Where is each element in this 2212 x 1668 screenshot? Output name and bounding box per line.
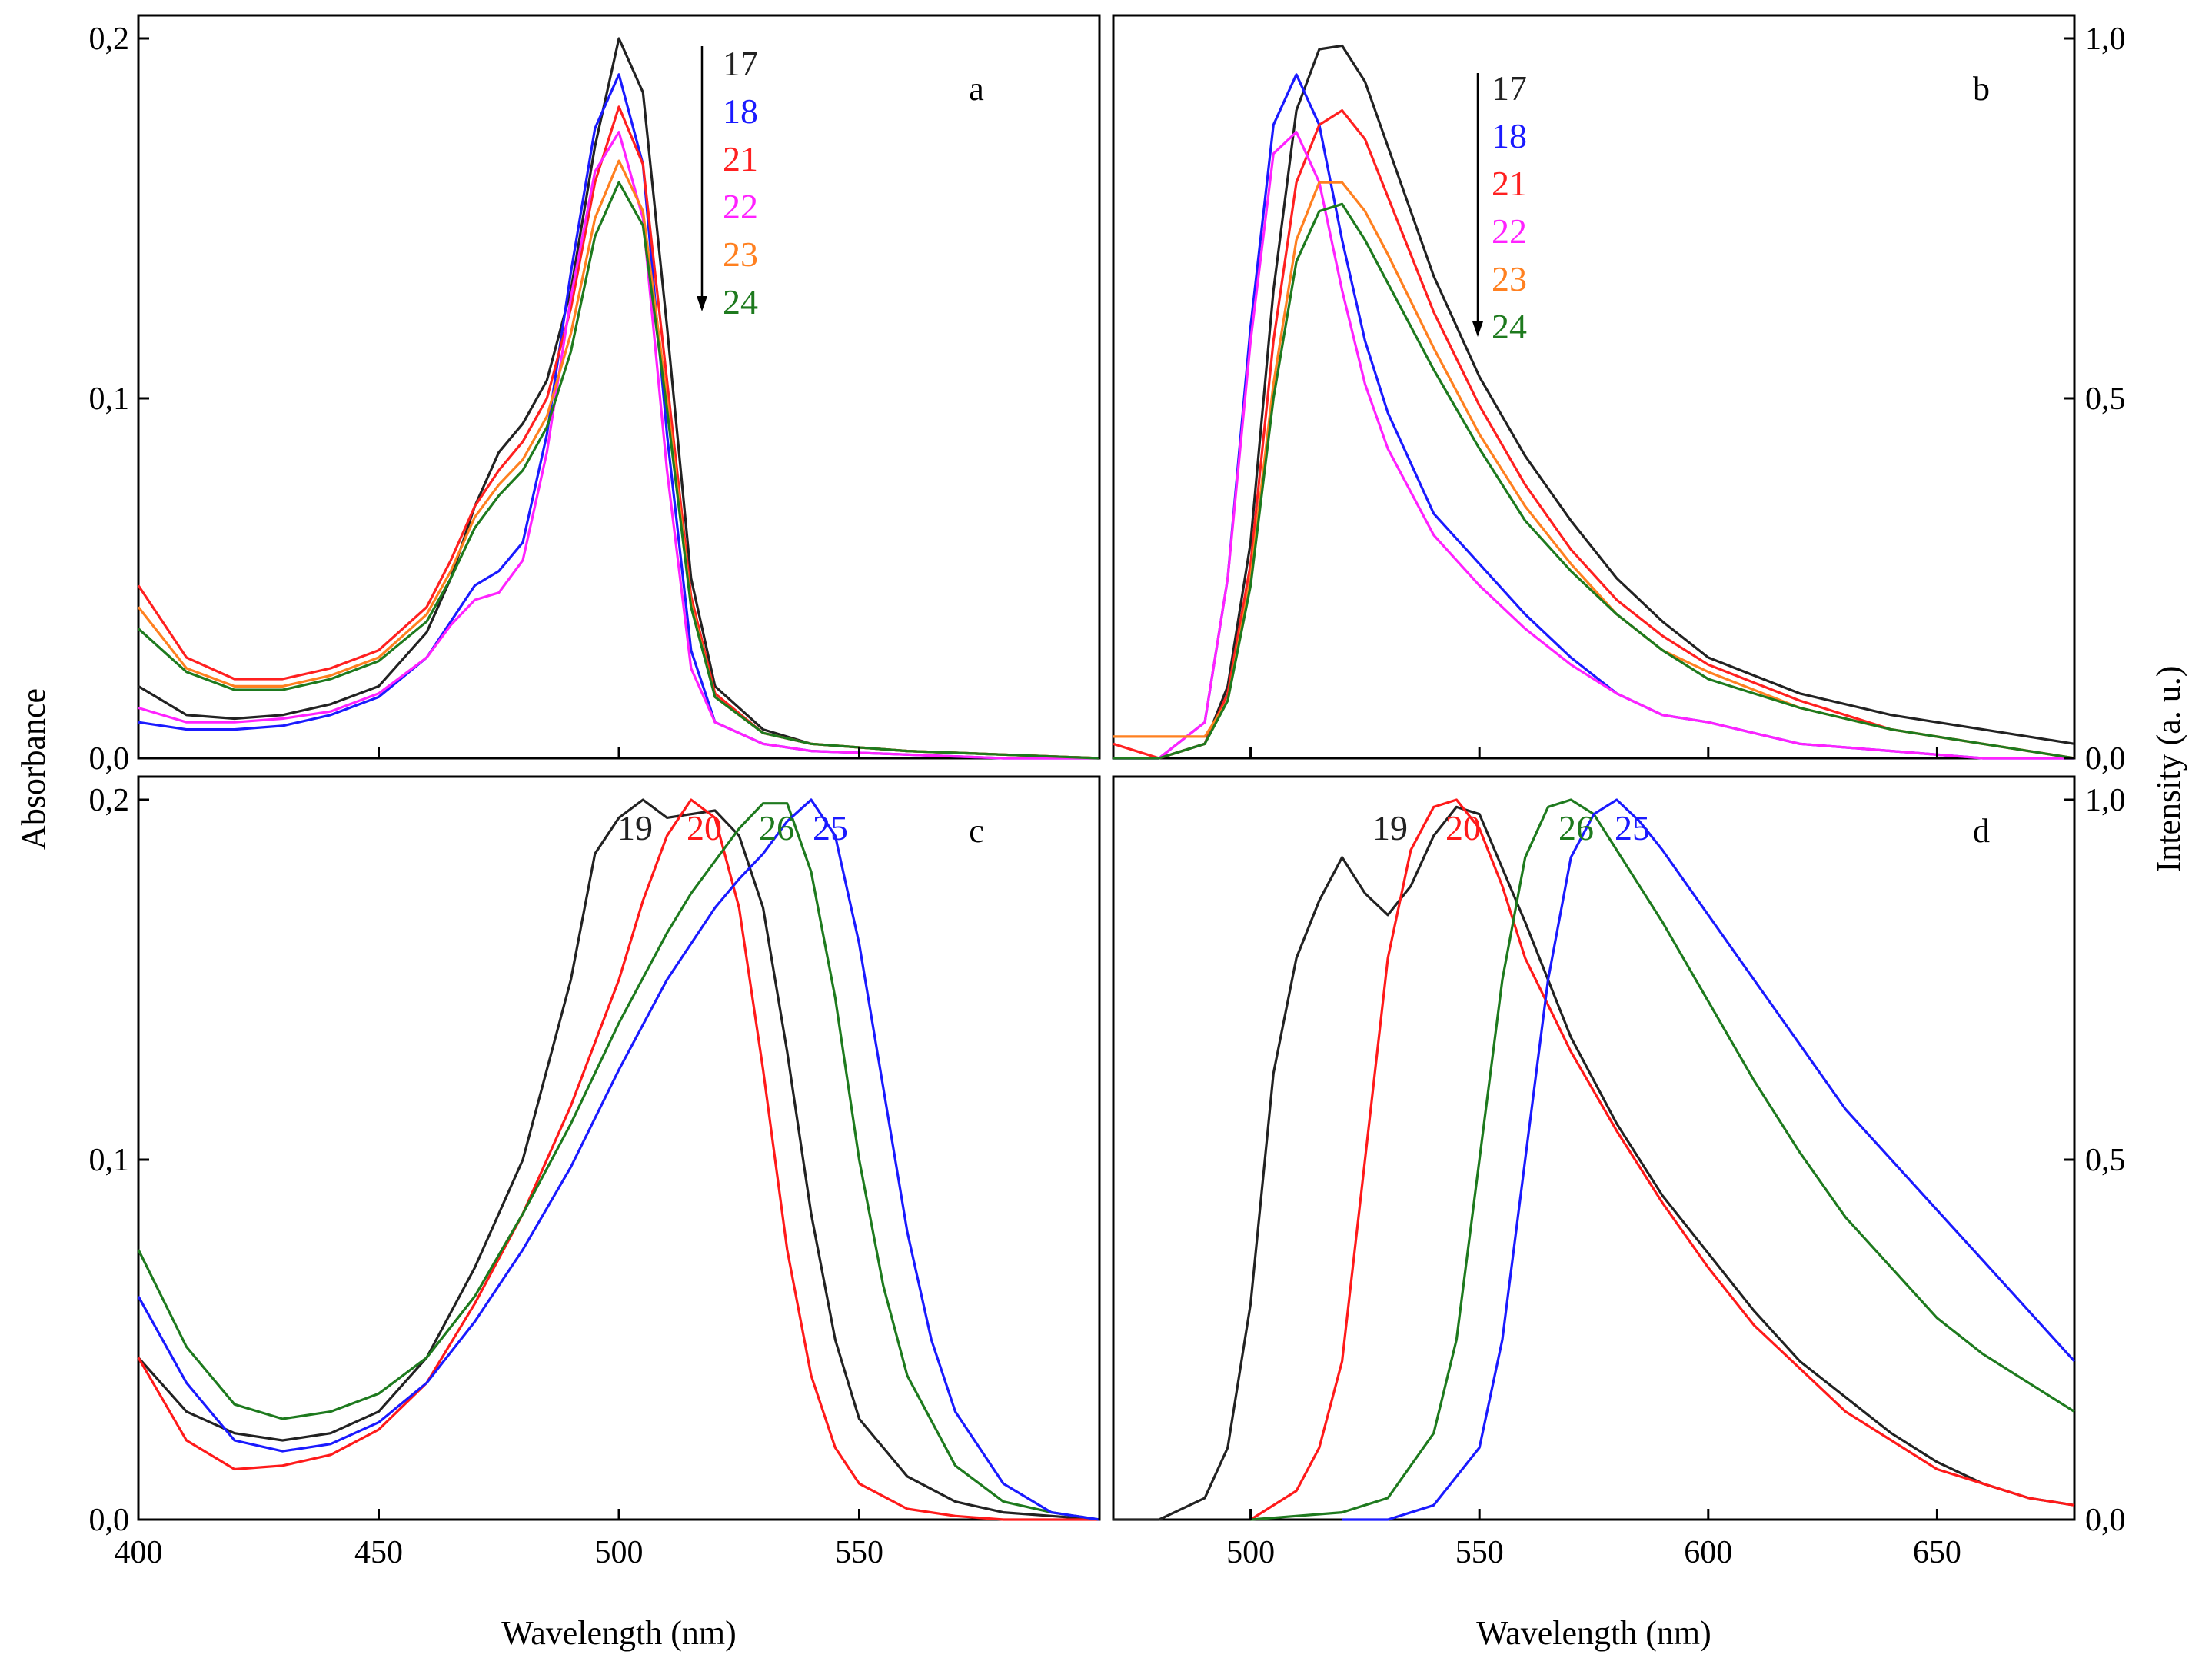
panel-d-series-20-line xyxy=(1249,798,2075,1521)
panel-c: 0,0 0,1 0,2 400 450 500 550 c 19 20 26 25 xyxy=(89,775,1101,1570)
panel-c-series-20-line xyxy=(137,798,1099,1521)
panel-a-curves xyxy=(137,37,1100,760)
panel-b-ytick-label: 0,5 xyxy=(2085,381,2126,417)
panel-a: 0,0 0,1 0,2 a 17 18 21 22 23 24 xyxy=(89,14,1101,777)
panel-c-peak-label-25: 25 xyxy=(813,808,848,847)
panel-d-peak-label-25: 25 xyxy=(1615,808,1650,847)
panel-c-series-26-line xyxy=(137,802,1100,1521)
panel-a-series-24-line xyxy=(137,181,1100,760)
panel-a-legend-entry-22: 22 xyxy=(723,187,758,226)
panel-b-legend: 17 18 21 22 23 24 xyxy=(1492,68,1527,346)
panel-a-ytick-label: 0,2 xyxy=(89,22,130,57)
panel-d-series-25-line xyxy=(1342,798,2076,1521)
panel-a-ytick-label: 0,1 xyxy=(89,381,130,417)
panel-a-legend-entry-21: 21 xyxy=(723,139,758,178)
panel-d-series-19-line xyxy=(1113,805,2075,1521)
panel-b: 0,0 0,5 1,0 b 17 18 21 22 23 24 xyxy=(1112,14,2126,777)
panel-a-legend: 17 18 21 22 23 24 xyxy=(723,44,758,321)
panel-d-peak-label-26: 26 xyxy=(1558,808,1594,847)
panel-b-ytick-label: 0,0 xyxy=(2085,741,2126,777)
panel-c-curves xyxy=(137,798,1100,1521)
panel-d-series-26-line xyxy=(1250,798,2075,1521)
panel-c-series-19-line xyxy=(137,798,1100,1521)
panel-c-ticks: 0,0 0,1 0,2 400 450 500 550 xyxy=(89,783,1101,1570)
panel-c-xtick-label: 400 xyxy=(115,1535,163,1570)
panel-a-trend-arrow-head xyxy=(697,296,707,311)
panel-a-letter: a xyxy=(969,70,984,108)
left-axis-title: Absorbance xyxy=(15,688,52,850)
bottom-right-axis-title: Wavelength (nm) xyxy=(1476,1614,1711,1652)
panel-a-series-17-line xyxy=(138,37,1100,760)
panel-a-legend-entry-17: 17 xyxy=(723,44,758,83)
panel-b-series-22-line xyxy=(1113,131,2074,760)
panel-b-frame xyxy=(1112,14,2076,760)
panel-b-trend-arrow-head xyxy=(1472,321,1483,337)
panel-d-xtick-label: 550 xyxy=(1455,1535,1504,1570)
panel-b-ticks: 0,0 0,5 1,0 xyxy=(1249,22,2126,777)
panel-d-peak-label-20: 20 xyxy=(1445,808,1481,847)
panel-b-legend-entry-23: 23 xyxy=(1492,259,1527,298)
panel-d-frame xyxy=(1112,775,2076,1521)
panel-d-peak-label-19: 19 xyxy=(1372,808,1408,847)
panel-b-series-24-line xyxy=(1113,202,2075,760)
panel-d-xtick-label: 600 xyxy=(1684,1535,1732,1570)
right-axis-title: Intensity (a. u.) xyxy=(2150,666,2187,873)
panel-b-series-17-line xyxy=(1113,44,2075,760)
panel-c-peak-label-26: 26 xyxy=(759,808,794,847)
panel-b-legend-entry-24: 24 xyxy=(1492,307,1527,346)
panel-d-letter: d xyxy=(1973,812,1990,850)
panel-a-ytick-label: 0,0 xyxy=(89,741,130,777)
panel-a-legend-entry-24: 24 xyxy=(723,282,758,321)
panel-b-curves xyxy=(1113,44,2075,760)
panel-c-peak-labels: 19 20 26 25 xyxy=(617,808,848,847)
panel-c-series-25-line xyxy=(137,798,1100,1521)
panel-c-ytick-label: 0,0 xyxy=(89,1503,130,1538)
panel-d-ytick-label: 1,0 xyxy=(2085,783,2126,818)
panel-d-ticks: 0,0 0,5 1,0 500 550 600 650 xyxy=(1226,783,2125,1570)
panel-d-xtick-label: 500 xyxy=(1226,1535,1275,1570)
panel-b-legend-entry-18: 18 xyxy=(1492,116,1527,155)
panel-c-xtick-label: 550 xyxy=(835,1535,883,1570)
panel-a-legend-entry-18: 18 xyxy=(723,92,758,131)
panel-d-xtick-label: 650 xyxy=(1913,1535,1961,1570)
panel-a-ticks: 0,0 0,1 0,2 xyxy=(89,22,1101,777)
panel-c-xtick-label: 450 xyxy=(354,1535,403,1570)
panel-b-ytick-label: 1,0 xyxy=(2085,22,2126,57)
panel-c-letter: c xyxy=(969,812,984,850)
panel-b-legend-entry-22: 22 xyxy=(1492,211,1527,251)
panel-b-letter: b xyxy=(1973,70,1990,108)
panel-c-peak-label-20: 20 xyxy=(687,808,722,847)
bottom-left-axis-title: Wavelength (nm) xyxy=(501,1614,737,1652)
panel-b-legend-entry-21: 21 xyxy=(1492,164,1527,203)
panel-c-xtick-label: 500 xyxy=(595,1535,644,1570)
panel-d: 0,0 0,5 1,0 500 550 600 650 d 19 20 26 25 xyxy=(1112,775,2126,1570)
panel-d-ytick-label: 0,0 xyxy=(2085,1503,2126,1538)
panel-d-ytick-label: 0,5 xyxy=(2085,1143,2126,1178)
panel-c-peak-label-19: 19 xyxy=(617,808,653,847)
panel-c-ytick-label: 0,2 xyxy=(89,783,130,818)
panel-a-legend-entry-23: 23 xyxy=(723,235,758,274)
panel-b-series-21-line xyxy=(1113,109,2075,760)
panel-b-legend-entry-17: 17 xyxy=(1492,68,1527,108)
panel-d-peak-labels: 19 20 26 25 xyxy=(1372,808,1650,847)
panel-d-curves xyxy=(1113,798,2076,1521)
panel-c-ytick-label: 0,1 xyxy=(89,1143,130,1178)
